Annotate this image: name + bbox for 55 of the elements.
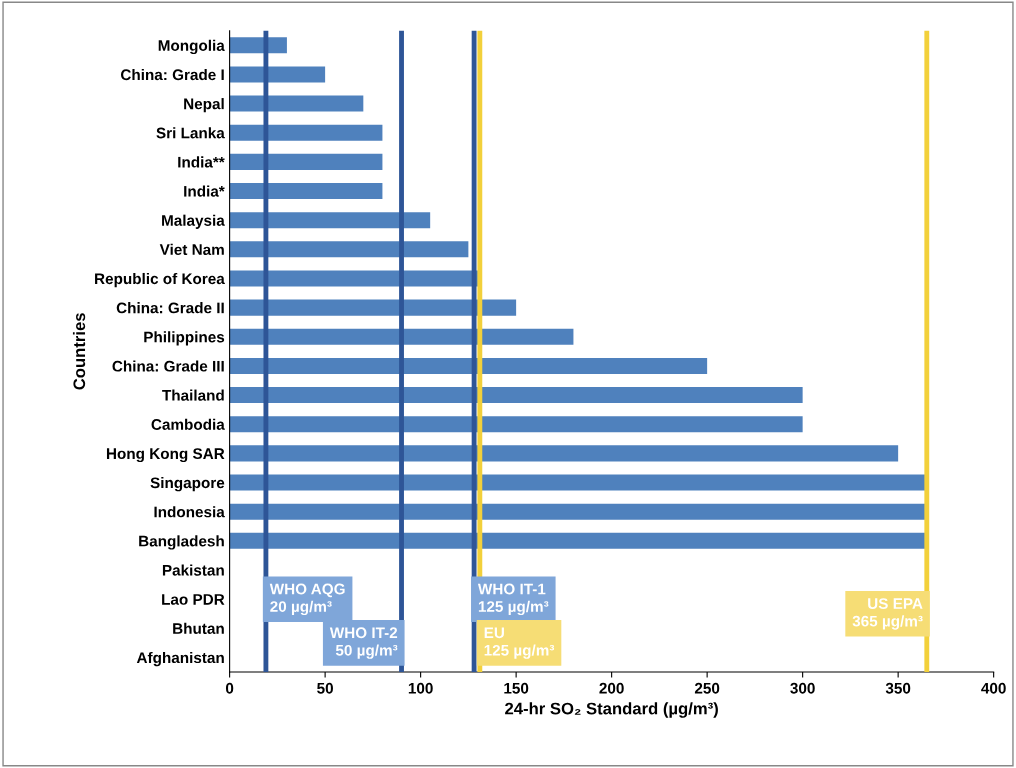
ref-line-label: EU 125 µg/m³ [484,627,555,659]
bar [229,212,431,229]
bar [229,357,708,374]
y-tick-label: China: Grade I [120,68,224,81]
ref-line-label: WHO IT-1 125 µg/m³ [477,583,549,616]
y-tick-label: Viet Nam [159,243,224,256]
x-tick-label: 200 [599,682,624,694]
bar [229,532,927,549]
bar [229,37,287,54]
x-axis-title: 24-hr SO₂ Standard (µg/m³) [505,702,718,718]
x-tick-label: 400 [981,682,1006,694]
bar [229,416,803,433]
ref-line-label: WHO IT-2 50 µg/m³ [329,627,398,659]
y-tick-label: Bangladesh [139,535,224,550]
y-tick-label: China: Grade III [112,360,224,372]
bar [229,95,364,112]
y-tick-label: Cambodia [151,418,225,430]
y-tick-label: Sri Lanka [156,127,225,139]
ref-line-label: WHO AQG 20 µg/m³ [269,583,345,616]
bar [229,503,927,520]
y-tick-label: Indonesia [154,506,225,518]
y-tick-label: Lao PDR [162,594,225,605]
x-tick-label: 100 [408,682,433,694]
y-tick-label: Singapore [150,477,225,492]
bar [229,445,899,462]
y-tick-label: Hong Kong SAR [106,448,225,463]
y-tick-label: Nepal [184,98,224,113]
y-tick-label: Malaysia [162,214,225,229]
y-axis-title: Countries [72,313,86,390]
bar [229,153,383,170]
bar [229,66,326,83]
y-tick-label: Republic of Korea [95,272,225,288]
ref-line-label: US EPA 365 µg/m³ [852,598,923,630]
y-tick-label: Philippines [144,331,225,346]
x-tick-label: 300 [790,682,815,694]
y-tick-label: Bhutan [173,622,224,634]
y-tick-label: Mongolia [158,39,225,55]
bar [229,474,927,491]
x-tick-label: 150 [504,682,529,694]
x-tick-label: 250 [694,682,720,694]
x-tick-label: 0 [225,682,234,694]
y-tick-label: Pakistan [162,564,224,576]
bar [229,183,383,200]
bar [229,241,469,258]
x-tick-label: 350 [885,682,911,694]
y-tick-label: India* [184,185,225,197]
y-tick-label: Afghanistan [136,651,224,667]
y-tick-label: Thailand [162,389,224,401]
bar [229,387,803,404]
y-tick-label: India** [178,156,225,168]
x-tick-label: 50 [317,682,333,694]
bar [229,299,517,316]
bar [229,328,574,345]
y-tick-label: China: Grade II [116,302,224,314]
bar [229,124,383,141]
